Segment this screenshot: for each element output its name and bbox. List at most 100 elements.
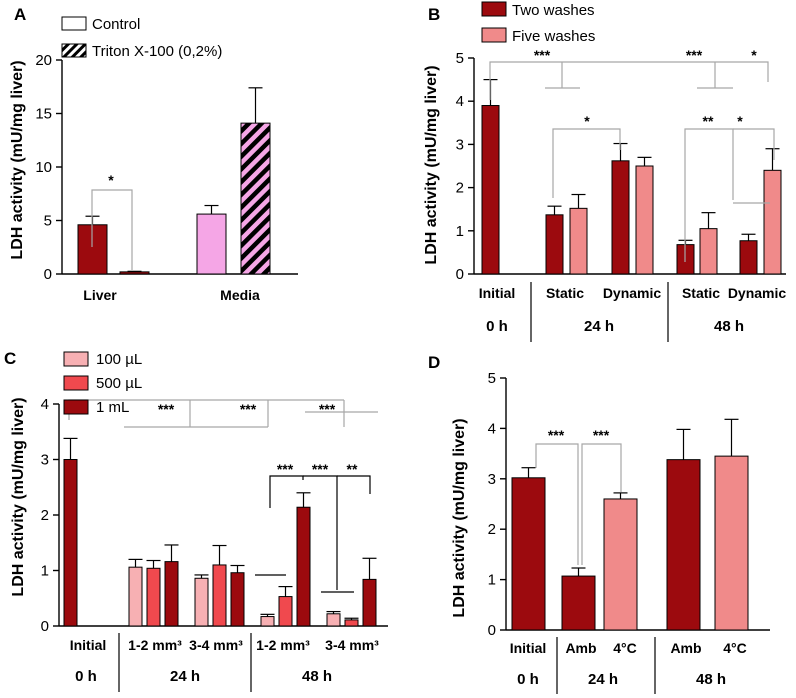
panel-d-ylabel: LDH activity (mU/mg liver)	[451, 418, 468, 617]
panel-c-y-ticks: 0 1 2 3 4	[41, 396, 59, 635]
y-tick-label: 1	[41, 563, 49, 580]
y-tick-label: 0	[44, 266, 52, 283]
bar	[699, 228, 718, 275]
panel-a-legend-control: Control	[92, 16, 140, 33]
panel-a-legend-swatch-control	[61, 16, 87, 31]
panel-c-ylabel: LDH activity (mU/mg liver)	[10, 397, 27, 596]
y-tick-label: 2	[41, 507, 49, 524]
panel-c-legend-swatch-100	[63, 351, 89, 367]
panel-c-legend-swatch-1ml	[63, 399, 89, 415]
bar	[326, 613, 341, 627]
panel-b-group-0h: 0 h	[486, 318, 508, 335]
panel-c-legend-swatch-500	[63, 375, 89, 391]
panel-c-sig-5: ***	[312, 461, 329, 477]
panel-d-cat-amb-48: Amb	[670, 640, 701, 656]
panel-c-sig-4: ***	[277, 461, 294, 477]
panel-d-group-24h: 24 h	[588, 671, 618, 688]
bar	[146, 567, 161, 627]
panel-c-cat-12-24: 1-2 mm³	[128, 637, 182, 653]
y-tick-label: 5	[488, 370, 496, 387]
panel-c-cat-initial: Initial	[70, 637, 107, 653]
bar	[240, 122, 271, 275]
panel-b-y-ticks: 0 1 2 3 4 5	[456, 50, 474, 283]
panel-c-group-0h: 0 h	[75, 668, 97, 685]
panel-c-group-48h: 48 h	[302, 668, 332, 685]
bar	[603, 498, 638, 631]
panel-d-bars	[511, 418, 749, 631]
panel-b-cat-static-48: Static	[682, 285, 720, 301]
panel-a-letter: A	[14, 5, 26, 24]
y-tick-label: 3	[456, 136, 464, 153]
panel-d-cat-initial: Initial	[510, 640, 547, 656]
panel-b-group-24h: 24 h	[584, 318, 614, 335]
panel-c: C LDH activity (mU/mg liver) 0 1 2 3 4 *** *…	[4, 349, 388, 692]
y-tick-label: 1	[488, 572, 496, 589]
panel-d-cat-4c-48: 4°C	[723, 640, 747, 656]
bar	[119, 271, 150, 275]
bar	[194, 577, 209, 627]
panel-d-cat-amb-24: Amb	[565, 640, 596, 656]
panel-c-letter: C	[4, 349, 16, 368]
panel-b-legend-two: Two washes	[512, 2, 595, 19]
y-tick-label: 5	[44, 213, 52, 230]
panel-b-sig-1: ***	[534, 47, 551, 63]
y-tick-label: 1	[456, 223, 464, 240]
panel-c-sig-2: ***	[240, 401, 257, 417]
bar	[344, 619, 359, 627]
panel-b-sig-6: *	[737, 113, 743, 129]
y-tick-label: 0	[41, 618, 49, 635]
panel-a-y-ticks: 0 5 10 15 20	[35, 52, 62, 283]
panel-a-legend-swatch-triton	[61, 43, 87, 58]
panel-d-sig-2: ***	[593, 427, 610, 443]
panel-c-group-24h: 24 h	[170, 668, 200, 685]
panel-b-sig-2: ***	[686, 47, 703, 63]
panel-c-sig-3: ***	[319, 401, 336, 417]
panel-b-ylabel: LDH activity (mU/mg liver)	[423, 65, 440, 264]
bar	[63, 459, 78, 627]
panel-a-legend-triton: Triton X-100 (0,2%)	[92, 43, 222, 60]
panel-b-legend-five: Five washes	[512, 28, 595, 45]
bar	[561, 575, 596, 631]
panel-a-sig-bracket	[91, 189, 133, 270]
panel-d-group-0h: 0 h	[517, 671, 539, 688]
bar	[569, 207, 588, 275]
panel-c-sig-6: **	[347, 461, 358, 477]
panel-b-sig-4: *	[584, 113, 590, 129]
panel-b-legend-swatch-two	[481, 1, 507, 17]
bar	[212, 564, 227, 627]
y-tick-label: 0	[488, 622, 496, 639]
panel-c-bars	[63, 437, 377, 627]
bar	[481, 105, 500, 275]
panel-d-letter: D	[428, 353, 440, 372]
bar	[128, 566, 143, 627]
panel-c-legend-1ml: 1 mL	[96, 399, 129, 416]
panel-a-ylabel: LDH activity (mU/mg liver)	[9, 60, 26, 259]
bar	[164, 561, 179, 627]
panel-c-cat-34-48: 3-4 mm³	[325, 637, 379, 653]
y-tick-label: 0	[456, 266, 464, 283]
panel-b-cat-initial: Initial	[479, 285, 516, 301]
panel-d-group-48h: 48 h	[696, 671, 726, 688]
panel-b-legend-swatch-five	[481, 27, 507, 43]
panel-d-sig-brackets	[535, 443, 622, 565]
panel-b-sig-brackets	[489, 61, 775, 262]
y-tick-label: 4	[41, 396, 49, 413]
panel-c-cat-12-48: 1-2 mm³	[256, 637, 310, 653]
panel-a-sig-star: *	[108, 172, 114, 188]
panel-b-sig-3: *	[751, 47, 757, 63]
bar	[230, 572, 245, 627]
panel-b-bars	[481, 78, 782, 275]
panel-c-sig-1: ***	[158, 401, 175, 417]
bar	[611, 160, 630, 275]
panel-b-letter: B	[428, 5, 440, 24]
y-tick-label: 20	[35, 52, 52, 69]
y-tick-label: 2	[488, 521, 496, 538]
bar	[362, 578, 377, 627]
panel-c-cat-34-24: 3-4 mm³	[189, 637, 243, 653]
panel-d-y-ticks: 0 1 2 3 4 5	[488, 370, 506, 639]
panel-d-cat-4c-24: 4°C	[613, 640, 637, 656]
panel-b-sig-5: **	[703, 113, 714, 129]
